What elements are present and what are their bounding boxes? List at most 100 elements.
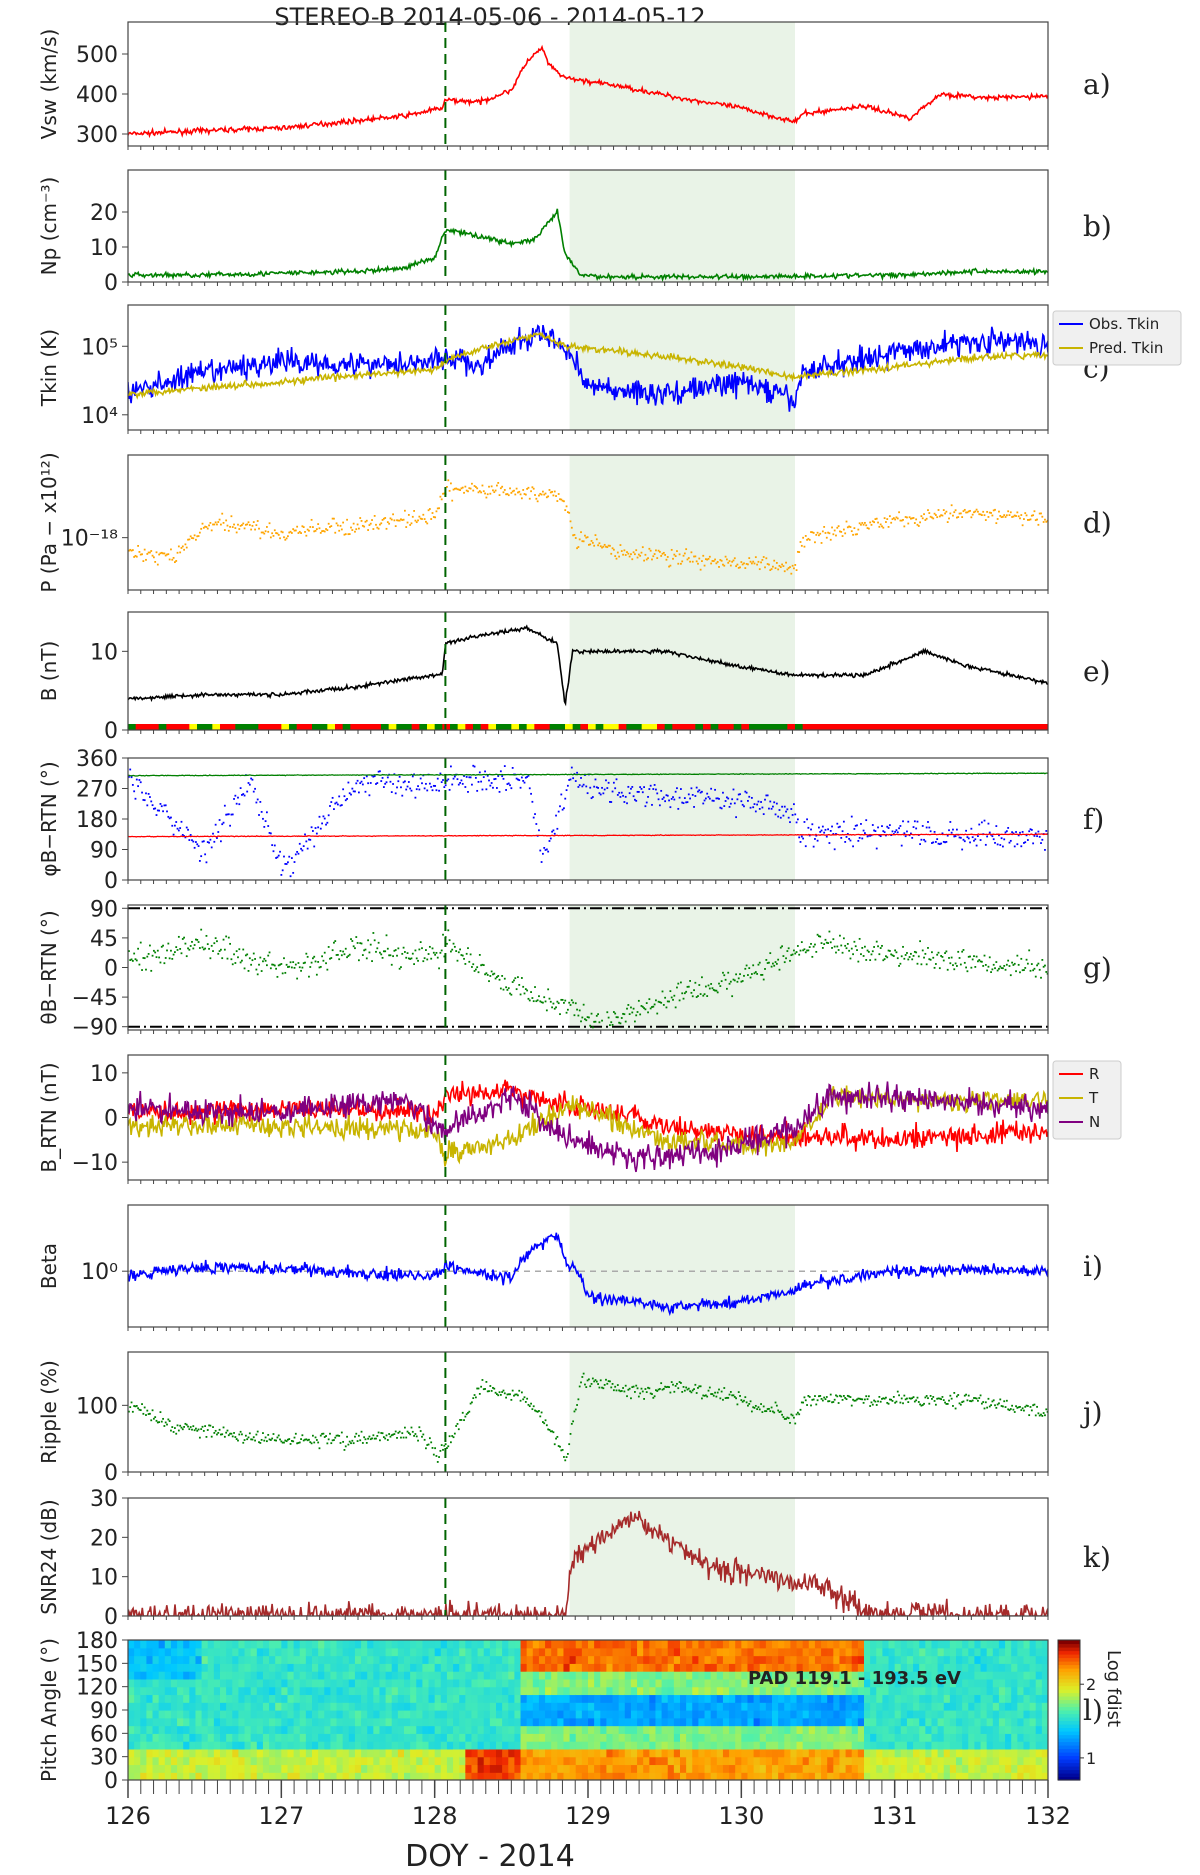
data-point — [618, 1021, 621, 1024]
data-point — [196, 1429, 199, 1432]
data-point — [946, 968, 949, 971]
data-point — [672, 557, 674, 560]
heatmap-cell — [428, 1663, 436, 1672]
data-point — [916, 1396, 919, 1399]
heatmap-cell — [428, 1741, 436, 1750]
data-point — [937, 1397, 940, 1400]
data-point — [335, 1434, 338, 1437]
heatmap-cell — [250, 1640, 258, 1649]
data-point — [262, 1432, 264, 1434]
data-point — [910, 832, 912, 835]
data-point — [147, 792, 150, 795]
heatmap-cell — [195, 1671, 203, 1680]
data-point — [729, 802, 732, 805]
data-point — [933, 966, 936, 969]
heatmap-cell — [324, 1717, 331, 1727]
data-point — [511, 490, 514, 493]
heatmap-cell — [262, 1756, 270, 1766]
data-point — [890, 1398, 893, 1401]
data-point — [752, 964, 755, 967]
data-point — [515, 487, 518, 490]
data-point — [198, 531, 201, 534]
data-point — [1046, 972, 1048, 975]
data-point — [285, 1440, 288, 1443]
data-point — [343, 533, 346, 536]
data-point — [310, 826, 313, 829]
data-point — [335, 954, 338, 956]
data-point — [428, 1437, 431, 1440]
heatmap-cell — [324, 1710, 331, 1719]
data-point — [206, 1429, 209, 1431]
data-point — [493, 972, 496, 975]
heatmap-cell — [269, 1702, 276, 1711]
data-point — [478, 490, 481, 493]
heatmap-cell — [336, 1655, 344, 1664]
data-point — [569, 520, 572, 523]
heatmap-cell — [354, 1733, 362, 1742]
data-point — [376, 526, 379, 529]
data-point — [511, 981, 514, 983]
data-point — [645, 801, 648, 804]
data-point — [149, 796, 151, 798]
data-point — [1016, 1406, 1019, 1409]
heatmap-cell — [201, 1756, 209, 1766]
data-point — [702, 802, 705, 805]
data-point — [690, 551, 693, 554]
data-point — [318, 966, 321, 969]
data-point — [1003, 964, 1006, 967]
heatmap-cell — [459, 1694, 466, 1703]
data-point — [845, 947, 848, 950]
heatmap-cell — [226, 1647, 233, 1657]
heatmap-cell — [483, 1764, 491, 1773]
data-point — [376, 782, 379, 784]
data-point — [493, 1387, 496, 1390]
data-point — [1004, 831, 1007, 834]
data-point — [488, 779, 490, 782]
data-point — [315, 1439, 318, 1441]
data-point — [795, 569, 798, 572]
data-point — [410, 957, 413, 960]
data-point — [152, 556, 155, 559]
heatmap-cell — [287, 1686, 295, 1696]
data-point — [695, 560, 698, 563]
heatmap-cell — [312, 1686, 319, 1696]
heatmap-cell — [348, 1772, 356, 1780]
heatmap-cell — [440, 1764, 448, 1773]
data-layer-e — [128, 624, 1048, 730]
data-point — [436, 1461, 439, 1463]
data-point — [413, 963, 415, 966]
data-point — [310, 518, 313, 521]
data-point — [1036, 964, 1038, 967]
data-point — [720, 559, 723, 562]
data-point — [201, 522, 204, 525]
y-tick-label: 0 — [104, 271, 118, 296]
data-point — [775, 802, 778, 805]
heatmap-cell — [422, 1694, 430, 1703]
data-point — [188, 1428, 191, 1431]
data-point — [404, 509, 406, 512]
data-point — [1028, 949, 1031, 952]
heatmap-cell — [269, 1655, 276, 1664]
heatmap-cell — [238, 1686, 246, 1696]
heatmap-cell — [281, 1717, 289, 1727]
data-point — [777, 1409, 780, 1412]
sector-bar-segment — [503, 724, 512, 730]
heatmap-cell — [404, 1772, 411, 1780]
heatmap-cell — [367, 1748, 374, 1758]
heatmap-cell — [134, 1663, 141, 1672]
heatmap-cell — [177, 1640, 184, 1649]
data-point — [264, 1436, 267, 1439]
data-point — [209, 522, 212, 524]
data-point — [902, 945, 904, 948]
data-point — [527, 774, 530, 777]
data-point — [820, 942, 823, 945]
data-point — [963, 508, 966, 511]
data-point — [455, 950, 458, 952]
data-point — [744, 567, 747, 569]
heatmap-cell — [299, 1647, 307, 1657]
data-point — [156, 809, 159, 812]
data-point — [490, 485, 493, 488]
heatmap-cell — [226, 1725, 233, 1734]
heatmap-cell — [348, 1764, 356, 1773]
heatmap-cell — [496, 1748, 503, 1758]
